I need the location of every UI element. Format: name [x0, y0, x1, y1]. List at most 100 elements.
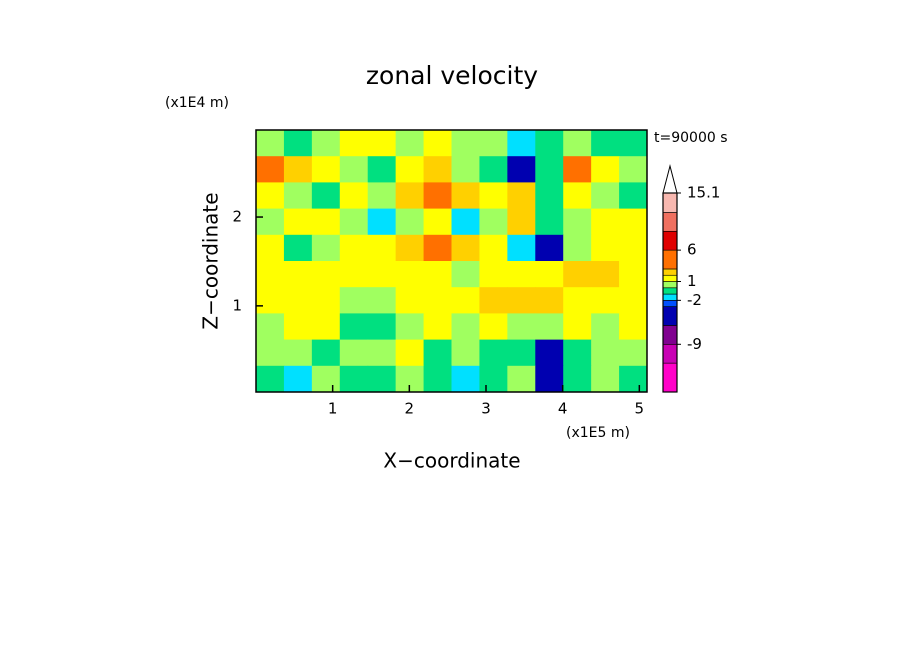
field-cell — [619, 313, 648, 341]
field-cell — [367, 208, 397, 236]
field-cell — [423, 208, 452, 236]
x-tick-label: 3 — [481, 400, 491, 418]
field-cell — [507, 156, 536, 183]
field-cell — [535, 261, 564, 288]
field-cell — [619, 182, 648, 210]
field-cell — [339, 208, 369, 236]
field-cell — [591, 156, 620, 183]
field-cell — [339, 261, 369, 288]
x-tick-label: 4 — [558, 400, 568, 418]
field-cell — [395, 208, 425, 236]
field-cell — [423, 156, 452, 183]
x-axis-title: X−coordinate — [383, 449, 520, 473]
field-cell — [535, 365, 564, 393]
field-cell — [395, 156, 425, 183]
field-cell — [395, 313, 425, 341]
field-cell — [423, 339, 452, 367]
field-cell — [311, 156, 341, 183]
colorbar-tick-label: 1 — [687, 272, 697, 290]
field-cell — [535, 339, 564, 367]
field-cell — [283, 365, 313, 393]
y-axis-title: Z−coordinate — [199, 192, 223, 329]
field-cell — [563, 287, 592, 314]
field-cell — [367, 156, 397, 183]
field-cell — [619, 130, 648, 157]
field-cell — [563, 208, 592, 236]
field-cell — [451, 261, 480, 288]
field-cell — [423, 234, 452, 262]
field-cell — [339, 365, 369, 393]
field-cell — [451, 339, 480, 367]
field-cell — [339, 287, 369, 314]
field-cell — [367, 365, 397, 393]
field-cell — [339, 130, 369, 157]
field-cell — [451, 313, 480, 341]
field-cell — [479, 208, 508, 236]
field-cell — [479, 287, 508, 314]
field-cell — [479, 261, 508, 288]
field-cell — [507, 339, 536, 367]
field-cell — [563, 261, 592, 288]
field-cell — [535, 287, 564, 314]
field-cell — [256, 234, 285, 262]
colorbar-band — [662, 230, 678, 251]
field-cell — [283, 182, 313, 210]
field-cell — [479, 365, 508, 393]
field-cell — [591, 234, 620, 262]
field-cell — [619, 365, 648, 393]
field-cell — [256, 130, 285, 157]
field-cell — [591, 365, 620, 393]
field-cell — [507, 130, 536, 157]
x-tick-label: 1 — [328, 400, 338, 418]
colorbar-band — [662, 300, 678, 307]
colorbar-band — [662, 281, 678, 289]
field-cell — [283, 287, 313, 314]
colorbar-tick-label: 6 — [687, 241, 697, 259]
colorbar-band — [662, 274, 678, 282]
field-cell — [256, 313, 285, 341]
field-cell — [423, 365, 452, 393]
field-cell — [535, 313, 564, 341]
colorbar-band — [662, 192, 678, 213]
field-cell — [591, 287, 620, 314]
field-cell — [535, 156, 564, 183]
field-cell — [423, 261, 452, 288]
field-cell — [395, 287, 425, 314]
field-cell — [423, 130, 452, 157]
field-cell — [451, 156, 480, 183]
field-cell — [256, 365, 285, 393]
field-cell — [283, 156, 313, 183]
field-cell — [535, 208, 564, 236]
field-cell — [339, 182, 369, 210]
field-cell — [395, 130, 425, 157]
field-cell — [451, 365, 480, 393]
field-cell — [367, 339, 397, 367]
colorbar-tick-label: -9 — [687, 335, 702, 353]
field-cell — [619, 287, 648, 314]
colorbar-band — [662, 343, 678, 364]
field-cell — [563, 156, 592, 183]
field-cell — [256, 339, 285, 367]
field-cell — [507, 182, 536, 210]
field-cell — [619, 234, 648, 262]
field-cell — [395, 339, 425, 367]
field-cell — [563, 182, 592, 210]
field-cell — [479, 182, 508, 210]
field-cell — [451, 182, 480, 210]
colorbar-band — [662, 212, 678, 232]
field-cell — [563, 313, 592, 341]
field-cell — [256, 182, 285, 210]
field-cell — [423, 182, 452, 210]
field-cell — [479, 156, 508, 183]
field-cell — [479, 234, 508, 262]
field-cell — [395, 261, 425, 288]
field-cell — [256, 261, 285, 288]
field-cell — [563, 130, 592, 157]
field-cell — [367, 234, 397, 262]
field-cell — [591, 130, 620, 157]
y-unit: (x1E4 m) — [165, 95, 229, 111]
field-cell — [367, 313, 397, 341]
colorbar-frame — [662, 192, 678, 393]
field-cell — [311, 261, 341, 288]
field-cell — [256, 208, 285, 236]
